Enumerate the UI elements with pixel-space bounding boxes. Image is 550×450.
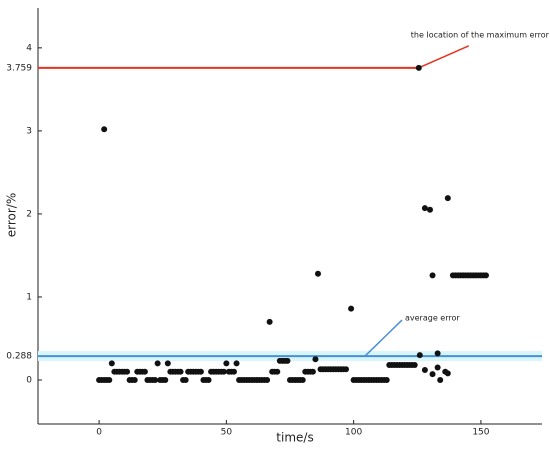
point — [274, 368, 281, 375]
point — [124, 368, 131, 375]
point — [108, 360, 115, 367]
point — [416, 352, 423, 359]
point — [343, 366, 349, 373]
point — [231, 368, 237, 375]
average-label: average error — [405, 314, 460, 323]
y-axis-title: error/% — [5, 193, 19, 238]
x-tick-label: 50 — [221, 428, 233, 438]
point — [220, 368, 227, 375]
x-axis-title: time/s — [276, 431, 313, 445]
point — [162, 376, 169, 383]
point — [177, 368, 184, 375]
point — [312, 356, 319, 363]
point — [383, 376, 390, 383]
point — [197, 368, 204, 375]
point — [233, 360, 240, 367]
point — [429, 371, 436, 378]
point — [421, 367, 428, 374]
point — [411, 362, 418, 369]
y-tick-label: 1 — [26, 292, 32, 302]
max-error-label: the location of the maximum error — [411, 30, 550, 39]
point — [427, 206, 433, 213]
x-tick-label: 150 — [472, 428, 489, 438]
point — [284, 357, 291, 364]
point — [421, 205, 428, 212]
point — [429, 272, 436, 279]
point — [348, 305, 355, 312]
point — [315, 270, 321, 277]
y-tick-label: 0.288 — [6, 352, 32, 362]
point — [434, 350, 441, 357]
point — [266, 318, 273, 325]
point — [309, 368, 316, 375]
point — [483, 272, 489, 279]
point — [434, 364, 441, 371]
point — [415, 64, 422, 71]
y-tick-label: 3 — [26, 126, 32, 136]
max-error-leader — [418, 45, 470, 69]
point — [264, 376, 271, 383]
y-tick-label: 3.759 — [6, 63, 32, 73]
x-tick-label: 0 — [96, 428, 102, 438]
point — [182, 376, 189, 383]
average-leader — [364, 319, 403, 357]
point — [205, 376, 212, 383]
point — [154, 360, 161, 367]
point — [437, 376, 444, 383]
x-tick-label: 100 — [345, 428, 362, 438]
point — [101, 126, 108, 133]
point — [444, 370, 451, 377]
point — [141, 368, 148, 375]
point — [106, 376, 113, 383]
y-tick-label: 2 — [26, 209, 32, 219]
y-tick-label: 0 — [26, 375, 32, 385]
point — [131, 376, 138, 383]
point — [152, 376, 159, 383]
point — [164, 360, 171, 367]
y-tick-label: 4 — [26, 43, 32, 53]
point — [299, 376, 306, 383]
point — [444, 195, 451, 202]
point — [223, 360, 230, 367]
